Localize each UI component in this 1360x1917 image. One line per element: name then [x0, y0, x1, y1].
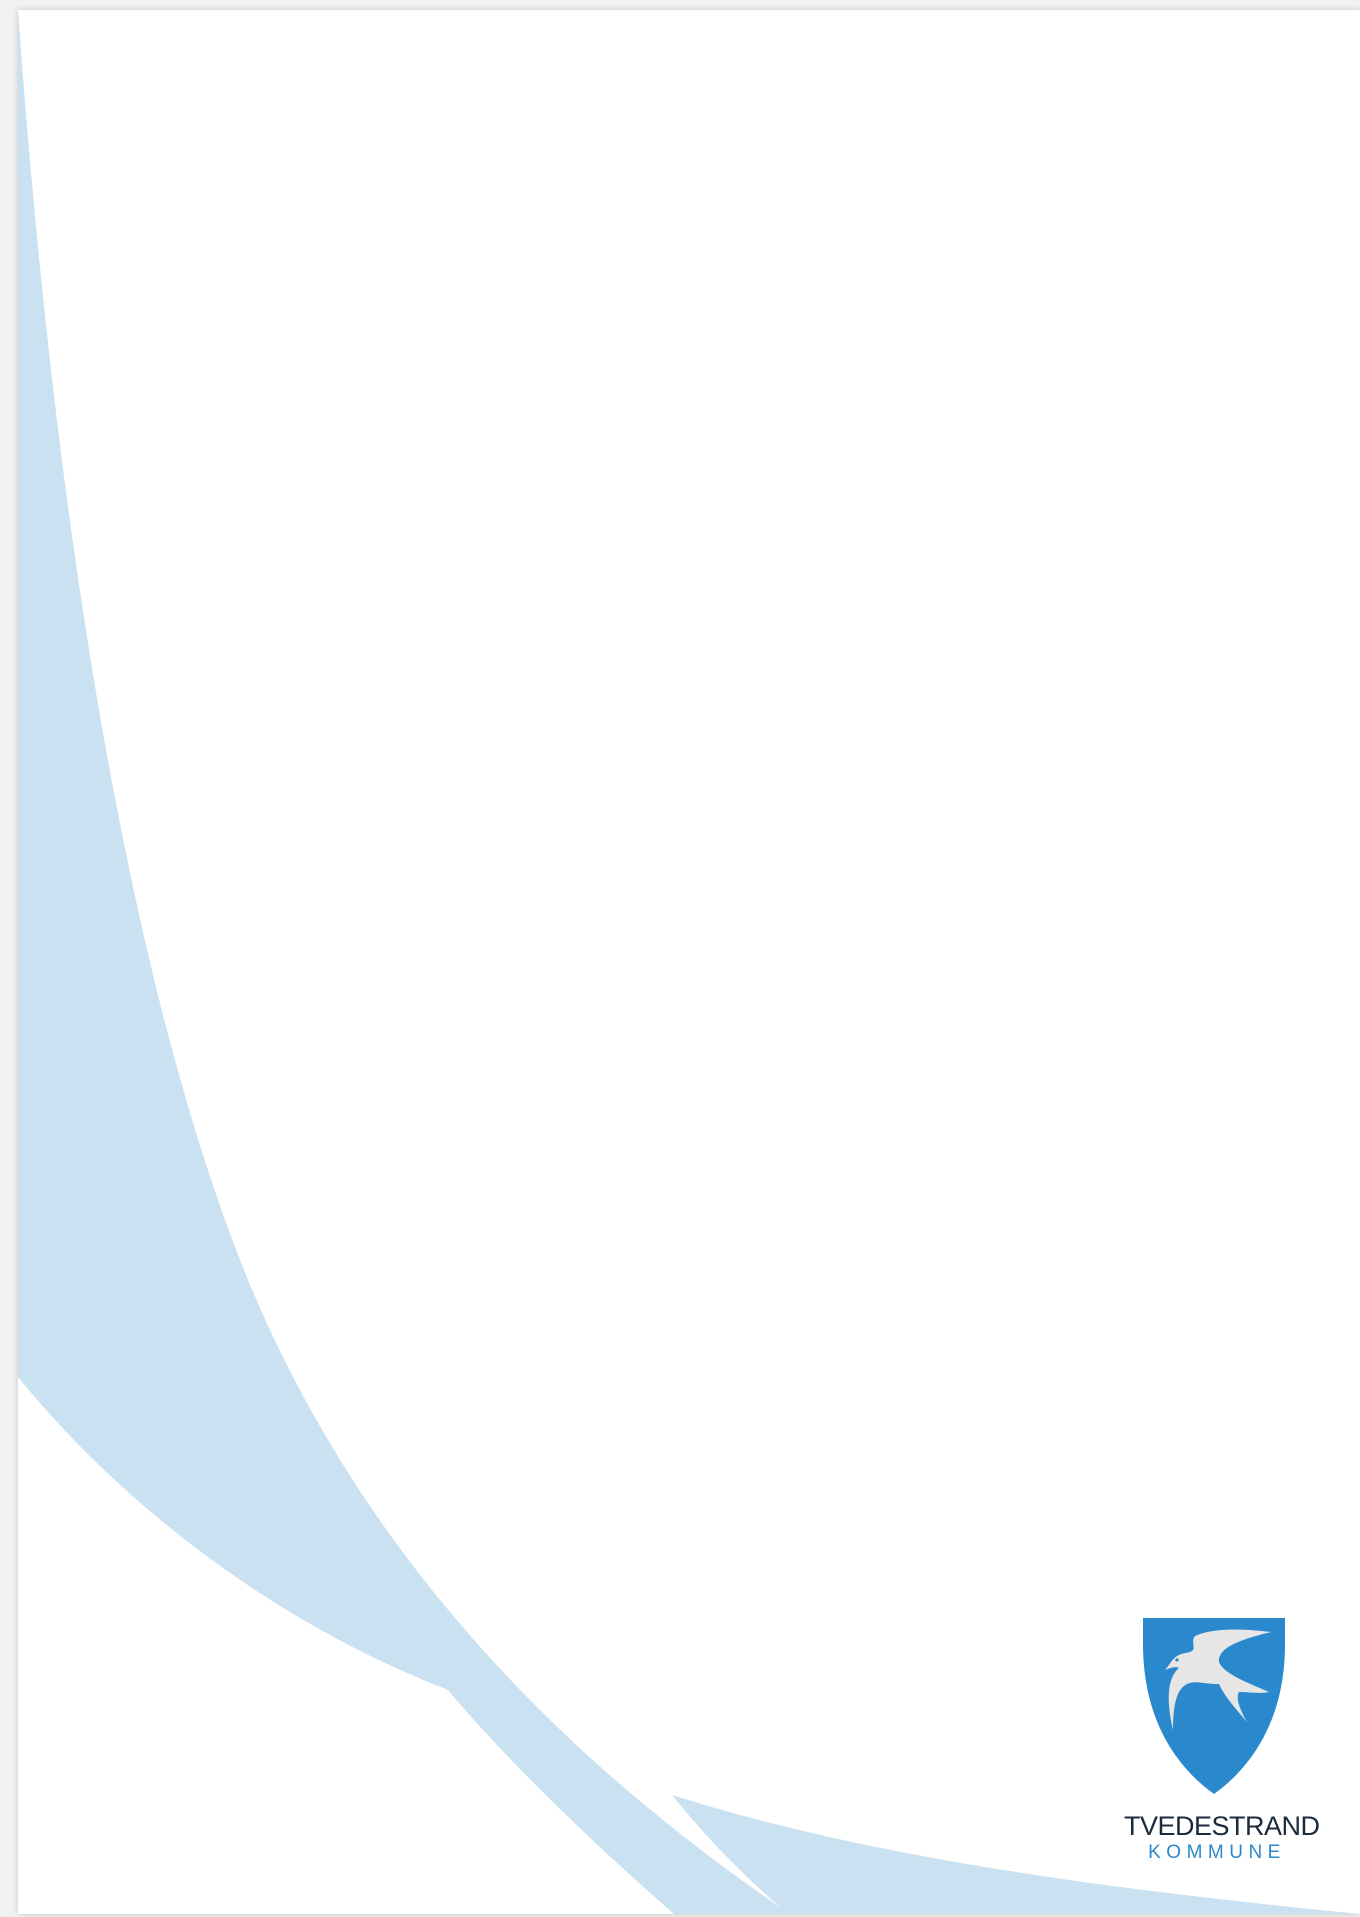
- curve-band-bottom: [672, 1795, 1360, 1914]
- swallow-shield-icon: [1143, 1618, 1285, 1794]
- municipality-logo: TVEDESTRAND KOMMUNE: [1124, 1618, 1320, 1878]
- municipality-subtitle: KOMMUNE: [1148, 1842, 1286, 1863]
- decorative-curves: [18, 10, 1360, 1914]
- document-page: TVEDESTRAND KOMMUNE: [18, 10, 1360, 1914]
- curve-band-left: [18, 10, 790, 1914]
- municipality-name: TVEDESTRAND: [1124, 1811, 1320, 1841]
